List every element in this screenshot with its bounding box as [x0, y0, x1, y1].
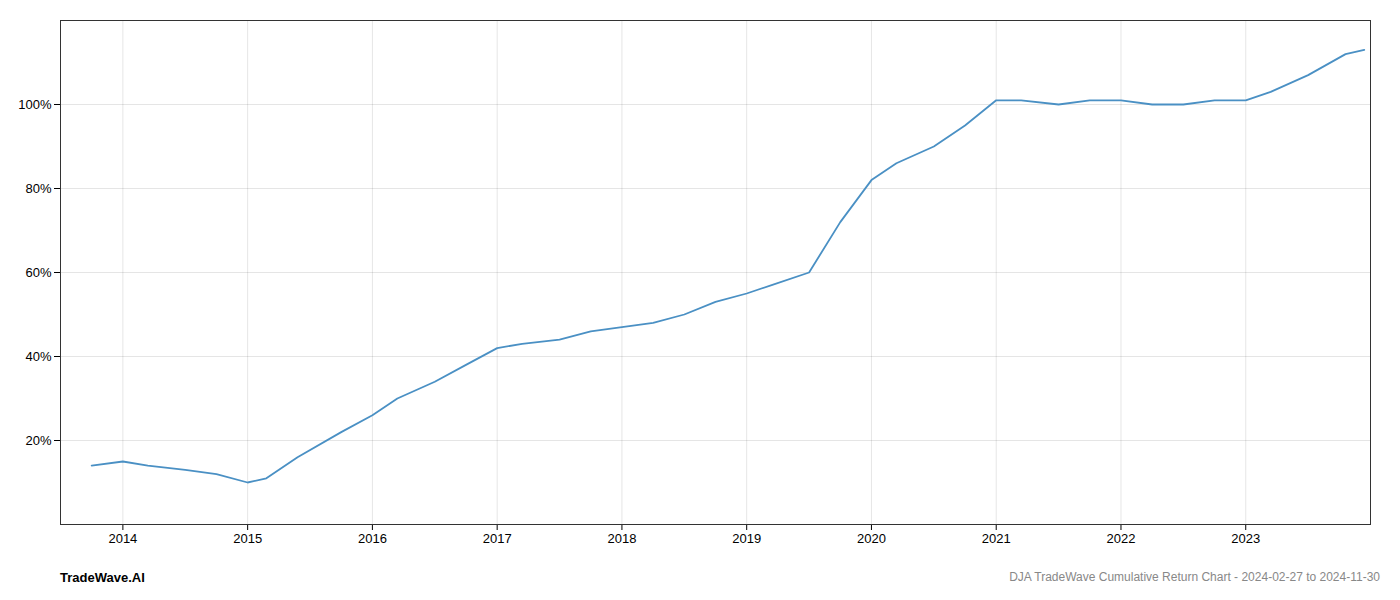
svg-text:2023: 2023 — [1231, 531, 1260, 546]
svg-text:2015: 2015 — [233, 531, 262, 546]
svg-text:2019: 2019 — [732, 531, 761, 546]
svg-text:2022: 2022 — [1107, 531, 1136, 546]
svg-text:20%: 20% — [25, 433, 51, 448]
svg-text:2018: 2018 — [607, 531, 636, 546]
html-text:DJA TradeWave Cumulative Retur: DJA TradeWave Cumulative Return Chart - … — [1009, 570, 1380, 584]
svg-text:2014: 2014 — [108, 531, 137, 546]
html-text:TradeWave.AI: TradeWave.AI — [60, 569, 145, 585]
svg-text:2016: 2016 — [358, 531, 387, 546]
svg-text:60%: 60% — [25, 265, 51, 280]
svg-text:2020: 2020 — [857, 531, 886, 546]
svg-text:2021: 2021 — [982, 531, 1011, 546]
svg-text:2017: 2017 — [483, 531, 512, 546]
svg-text:100%: 100% — [18, 97, 52, 112]
svg-text:80%: 80% — [25, 181, 51, 196]
svg-text:40%: 40% — [25, 349, 51, 364]
